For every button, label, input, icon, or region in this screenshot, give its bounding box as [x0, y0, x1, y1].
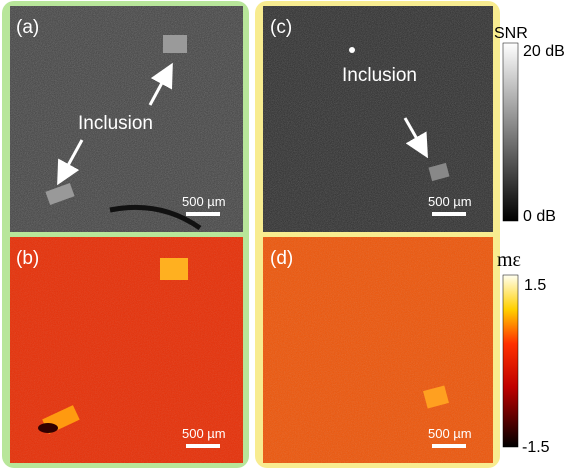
panel: (a) Inclusion 500 µm: [10, 6, 243, 232]
annotation: Inclusion: [78, 113, 153, 134]
scale-bar-label: 500 µm: [182, 194, 226, 209]
scale-bar-label: 500 µm: [182, 426, 226, 441]
colorbar-title: SNR: [494, 25, 528, 42]
colorbar-title: mε: [497, 249, 521, 271]
panel-label: (d): [270, 248, 293, 269]
annotation: Inclusion: [342, 65, 417, 86]
figure: (a) Inclusion 500 µm (b) 500 µm (c) Incl…: [0, 0, 579, 470]
panel: (c) Inclusion 500 µm: [263, 6, 493, 232]
colorbar-min: 0 dB: [523, 208, 556, 225]
panel-label: (a): [16, 17, 39, 38]
panel: (d) 500 µm: [263, 237, 493, 463]
colorbar-min: -1.5: [522, 439, 550, 456]
colorbar: [503, 43, 518, 221]
panel-label: (b): [16, 248, 39, 269]
panel: (b) 500 µm: [10, 237, 243, 463]
scale-bar-label: 500 µm: [428, 426, 472, 441]
scale-bar-label: 500 µm: [428, 194, 472, 209]
colorbar-max: 1.5: [524, 277, 546, 294]
colorbar-max: 20 dB: [523, 43, 565, 60]
colorbar: [503, 275, 518, 447]
panel-label: (c): [270, 17, 292, 38]
